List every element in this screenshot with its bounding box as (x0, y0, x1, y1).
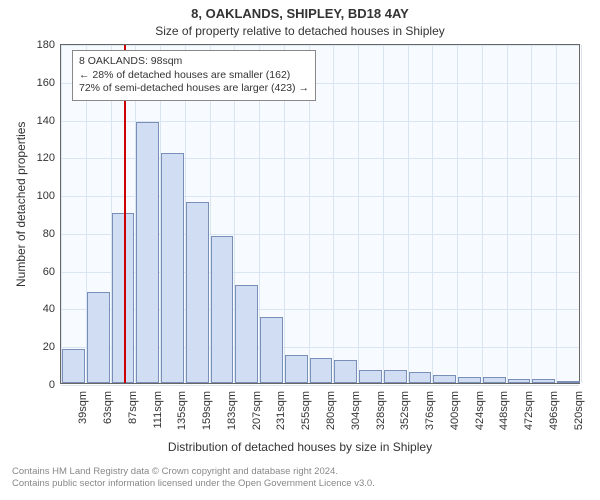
histogram-bar (260, 317, 283, 383)
xtick-label: 448sqm (498, 391, 510, 430)
ytick-label: 40 (43, 303, 55, 315)
x-axis-label: Distribution of detached houses by size … (0, 440, 600, 454)
histogram-bar (310, 358, 333, 383)
histogram-bar (334, 360, 357, 383)
gridline-x (531, 45, 532, 383)
xtick-label: 135sqm (176, 391, 188, 430)
y-axis-label: Number of detached properties (14, 122, 28, 287)
xtick-label: 111sqm (152, 391, 164, 429)
histogram-bar (62, 349, 85, 383)
chart-root: 8, OAKLANDS, SHIPLEY, BD18 4AY Size of p… (0, 0, 600, 500)
histogram-bar (409, 372, 432, 383)
histogram-bar (136, 122, 159, 383)
annotation-box: 8 OAKLANDS: 98sqm← 28% of detached house… (72, 50, 316, 101)
ytick-label: 0 (49, 379, 55, 391)
gridline-x (61, 45, 62, 383)
gridline-y (61, 45, 579, 46)
chart-subtitle: Size of property relative to detached ho… (0, 24, 600, 38)
gridline-x (507, 45, 508, 383)
histogram-bar (186, 202, 209, 383)
footer-attribution: Contains HM Land Registry data © Crown c… (12, 466, 375, 490)
gridline-x (383, 45, 384, 383)
histogram-bar (112, 213, 135, 383)
histogram-bar (433, 375, 456, 383)
histogram-bar (87, 292, 110, 383)
histogram-bar (235, 285, 258, 383)
xtick-label: 159sqm (201, 391, 213, 430)
xtick-label: 39sqm (77, 391, 89, 424)
histogram-bar (508, 379, 531, 383)
xtick-label: 424sqm (474, 391, 486, 430)
gridline-x (457, 45, 458, 383)
gridline-x (333, 45, 334, 383)
chart-title: 8, OAKLANDS, SHIPLEY, BD18 4AY (0, 6, 600, 21)
histogram-bar (483, 377, 506, 383)
ytick-label: 140 (37, 115, 55, 127)
ytick-label: 100 (37, 190, 55, 202)
xtick-label: 352sqm (399, 391, 411, 430)
gridline-x (358, 45, 359, 383)
histogram-bar (384, 370, 407, 383)
histogram-bar (285, 355, 308, 383)
xtick-label: 183sqm (226, 391, 238, 430)
xtick-label: 304sqm (350, 391, 362, 430)
ytick-label: 20 (43, 341, 55, 353)
histogram-bar (211, 236, 234, 383)
gridline-y (61, 385, 579, 386)
annotation-line: ← 28% of detached houses are smaller (16… (79, 69, 309, 83)
histogram-bar (161, 153, 184, 383)
gridline-x (482, 45, 483, 383)
xtick-label: 207sqm (251, 391, 263, 430)
xtick-label: 520sqm (573, 391, 585, 430)
xtick-label: 496sqm (548, 391, 560, 430)
xtick-label: 63sqm (102, 391, 114, 424)
xtick-label: 231sqm (275, 391, 287, 430)
xtick-label: 472sqm (523, 391, 535, 430)
ytick-label: 60 (43, 266, 55, 278)
xtick-label: 376sqm (424, 391, 436, 430)
histogram-bar (532, 379, 555, 383)
annotation-line: 8 OAKLANDS: 98sqm (79, 55, 309, 69)
xtick-label: 400sqm (449, 391, 461, 430)
gridline-x (432, 45, 433, 383)
histogram-bar (458, 377, 481, 383)
ytick-label: 120 (37, 152, 55, 164)
ytick-label: 80 (43, 228, 55, 240)
gridline-x (556, 45, 557, 383)
xtick-label: 280sqm (325, 391, 337, 430)
ytick-label: 180 (37, 39, 55, 51)
annotation-line: 72% of semi-detached houses are larger (… (79, 82, 309, 96)
xtick-label: 87sqm (127, 391, 139, 424)
gridline-x (408, 45, 409, 383)
xtick-label: 328sqm (375, 391, 387, 430)
histogram-bar (359, 370, 382, 383)
footer-line-2: Contains public sector information licen… (12, 478, 375, 490)
gridline-x (581, 45, 582, 383)
xtick-label: 255sqm (300, 391, 312, 430)
ytick-label: 160 (37, 77, 55, 89)
footer-line-1: Contains HM Land Registry data © Crown c… (12, 466, 375, 478)
histogram-bar (557, 381, 580, 383)
